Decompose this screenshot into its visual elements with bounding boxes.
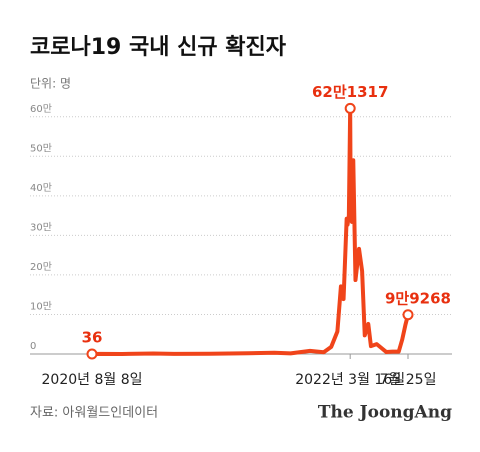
x-tick-label: 2020년 8월 8일 — [42, 372, 143, 388]
y-tick-label: 10만 — [30, 300, 52, 312]
x-tick-label: 2022년 3월 16일 — [295, 372, 405, 388]
chart-title: 코로나19 국내 신규 확진자 — [30, 35, 287, 60]
data-line — [91, 106, 410, 356]
y-tick-label: 20만 — [30, 261, 52, 273]
point-marker — [402, 309, 414, 321]
data-label: 62만1317 — [312, 83, 388, 101]
logo: The JoongAng — [318, 403, 452, 423]
data-label: 36 — [82, 328, 103, 346]
y-tick-label: 40만 — [30, 182, 52, 194]
source: 자료: 아워월드인데이터 — [30, 406, 158, 421]
y-tick-label: 0 — [30, 341, 36, 352]
unit-label: 단위: 명 — [30, 77, 71, 91]
y-tick-label: 50만 — [30, 142, 52, 154]
x-tick-label: 7월 25일 — [380, 372, 437, 388]
y-tick-label: 30만 — [30, 221, 52, 233]
point-marker — [86, 348, 98, 360]
point-marker — [344, 102, 356, 114]
data-label: 9만9268 — [385, 289, 451, 307]
y-tick-label: 60만 — [30, 103, 52, 115]
